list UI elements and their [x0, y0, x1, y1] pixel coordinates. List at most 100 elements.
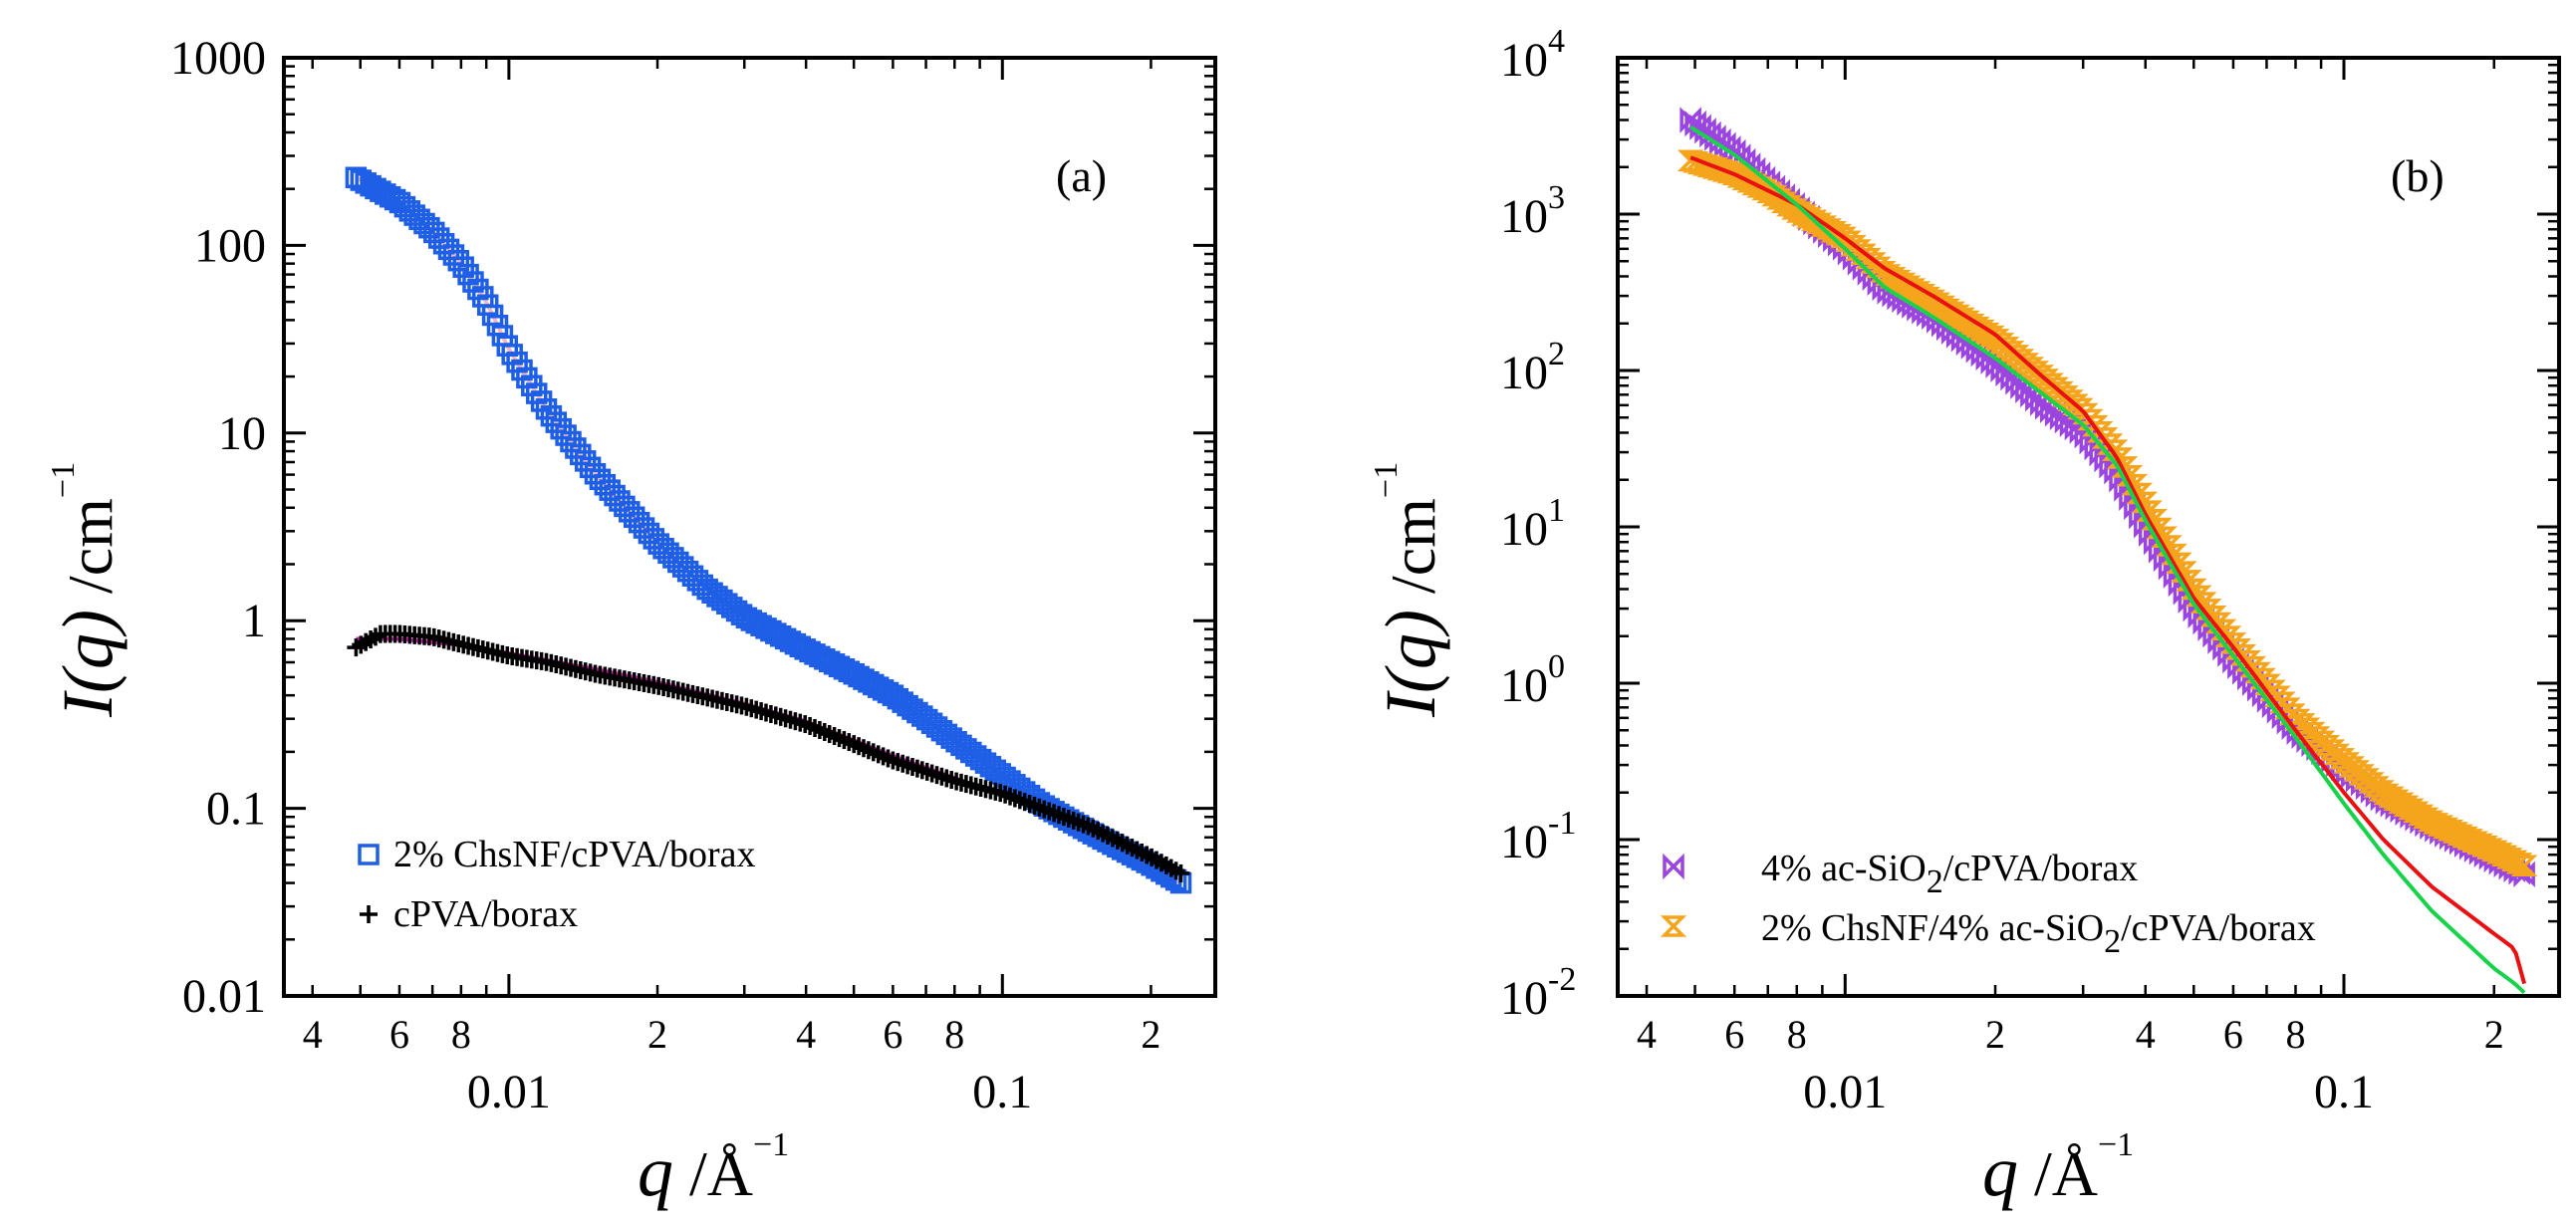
panel-b-label: (b) [2391, 150, 2445, 201]
data-point [2121, 473, 2149, 496]
y-tick-exponent: 2 [1548, 336, 1565, 372]
x-minor-tick-label: 2 [1141, 1012, 1160, 1057]
y-tick-exponent: -2 [1548, 961, 1576, 998]
data-point [2126, 482, 2154, 505]
y-tick-label: 10-1 [1500, 805, 1576, 868]
x-minor-tick-label: 4 [303, 1012, 323, 1057]
x-minor-tick-label: 4 [1637, 1012, 1657, 1057]
xlabel-a-text: q [638, 1131, 673, 1211]
y-tick-exponent: 4 [1548, 23, 1565, 60]
svg-text:I(q) /cm−1: I(q) /cm−1 [1368, 462, 1450, 718]
y-tick-label: 1 [242, 595, 266, 647]
series-0 [345, 166, 1192, 894]
data-point [2510, 855, 2538, 877]
legend-label-chsnf-acsio2-a: 2% ChsNF/4% ac-SiO [1761, 907, 2104, 949]
y-tick-exponent: -1 [1548, 805, 1576, 842]
data-point [2116, 465, 2144, 487]
y-tick-label: 103 [1500, 179, 1565, 243]
panel-b-legend: 4% ac-SiO2/cPVA/borax 2% ChsNF/4% ac-SiO… [1660, 848, 2316, 960]
x-major-tick-label: 0.01 [1803, 1066, 1887, 1118]
panel-b-ylabel: I(q) /cm−1 [1368, 462, 1450, 718]
legend-marker-symbol [360, 905, 378, 923]
legend-label-chsnf-acsio2-sub: 2 [2104, 923, 2121, 960]
y-tick-label: 100 [1500, 648, 1565, 712]
panel-a-data-points [345, 166, 1192, 894]
x-major-tick-label: 0.1 [972, 1066, 1032, 1118]
data-point [2151, 526, 2178, 548]
legend-marker-acsio2 [1663, 853, 1684, 880]
panel-b-fit-lines [1689, 124, 2527, 995]
data-point [2141, 509, 2168, 531]
x-minor-tick-label: 4 [2136, 1012, 2156, 1057]
panel-a-frame [282, 56, 1217, 998]
svg-text:4% ac-SiO2/cPVA/borax: 4% ac-SiO2/cPVA/borax [1761, 848, 2138, 900]
panel-b-data-points [1676, 107, 2538, 888]
ylabel-a-exp: −1 [45, 462, 82, 498]
data-point [2106, 447, 2134, 469]
data-point [2101, 439, 2129, 461]
panel-a-legend: 2% ChsNF/cPVA/borax cPVA/borax [358, 834, 756, 935]
svg-text:2% ChsNF/4% ac-SiO2/cPVA/borax: 2% ChsNF/4% ac-SiO2/cPVA/borax [1761, 907, 2316, 960]
legend-marker-chsnf-acsio2 [1660, 915, 1687, 937]
x-major-tick-label: 0.1 [2314, 1066, 2374, 1118]
legend-marker-symbol [1660, 915, 1687, 937]
data-point [2136, 500, 2163, 522]
ylabel-a-text: I(q) [48, 610, 128, 718]
xlabel-b-text: q [1982, 1131, 2018, 1211]
ylabel-b-text: I(q) [1371, 610, 1450, 718]
legend-label-chsnf: 2% ChsNF/cPVA/borax [393, 834, 756, 875]
x-minor-tick-label: 4 [796, 1012, 816, 1057]
legend-label-chsnf-acsio2-b: /cPVA/borax [2121, 907, 2316, 949]
panel-a-fit-lines [355, 175, 1182, 885]
y-tick-label: 101 [1500, 492, 1565, 556]
xlabel-b-exp: −1 [2098, 1126, 2134, 1163]
fit-red-line [1689, 155, 2527, 985]
legend-label-acsio2-a: 4% ac-SiO [1761, 848, 1927, 889]
legend-marker-chsnf [358, 844, 380, 865]
ylabel-b-unit: /cm [1378, 498, 1448, 610]
svg-text:I(q) /cm−1: I(q) /cm−1 [45, 462, 128, 718]
x-minor-tick-label: 8 [1787, 1012, 1807, 1057]
x-minor-tick-label: 2 [1985, 1012, 2005, 1057]
legend-marker-symbol [1663, 853, 1684, 880]
xlabel-a-exp: −1 [753, 1126, 789, 1163]
y-tick-exponent: 0 [1548, 648, 1565, 685]
data-point [2513, 860, 2535, 888]
x-minor-tick-label: 2 [647, 1012, 667, 1057]
data-point [2171, 561, 2197, 583]
data-point [2156, 535, 2183, 557]
x-minor-tick-label: 6 [1724, 1012, 1744, 1057]
legend-marker-cpva [360, 905, 378, 923]
y-tick-label: 10-2 [1500, 961, 1576, 1025]
data-point [2166, 552, 2192, 575]
xlabel-b-unit: /Å [2018, 1138, 2098, 1209]
legend-marker-symbol [358, 844, 380, 865]
fit-green-line [1689, 124, 2526, 995]
legend-label-acsio2-b: /cPVA/borax [1943, 848, 2139, 889]
x-minor-tick-label: 2 [2484, 1012, 2504, 1057]
y-tick-exponent: 1 [1548, 492, 1565, 529]
series-1 [347, 624, 1190, 882]
xlabel-a-unit: /Å [673, 1138, 753, 1209]
y-tick-label: 10 [218, 407, 266, 460]
y-tick-label: 0.1 [206, 783, 266, 836]
ylabel-a-unit: /cm [55, 498, 126, 610]
x-minor-tick-label: 8 [2285, 1012, 2305, 1057]
svg-text:q /Å−1: q /Å−1 [638, 1126, 789, 1211]
ylabel-b-exp: −1 [1368, 462, 1405, 498]
data-point [2176, 570, 2202, 592]
x-major-tick-label: 0.01 [467, 1066, 551, 1118]
x-minor-tick-label: 6 [389, 1012, 409, 1057]
y-tick-label: 102 [1500, 336, 1565, 399]
data-point [1171, 863, 1190, 882]
x-minor-tick-label: 6 [883, 1012, 902, 1057]
svg-text:q /Å−1: q /Å−1 [1982, 1126, 2134, 1211]
series-1 [1676, 149, 2538, 877]
x-minor-tick-label: 8 [944, 1012, 964, 1057]
y-tick-label: 100 [194, 219, 266, 272]
